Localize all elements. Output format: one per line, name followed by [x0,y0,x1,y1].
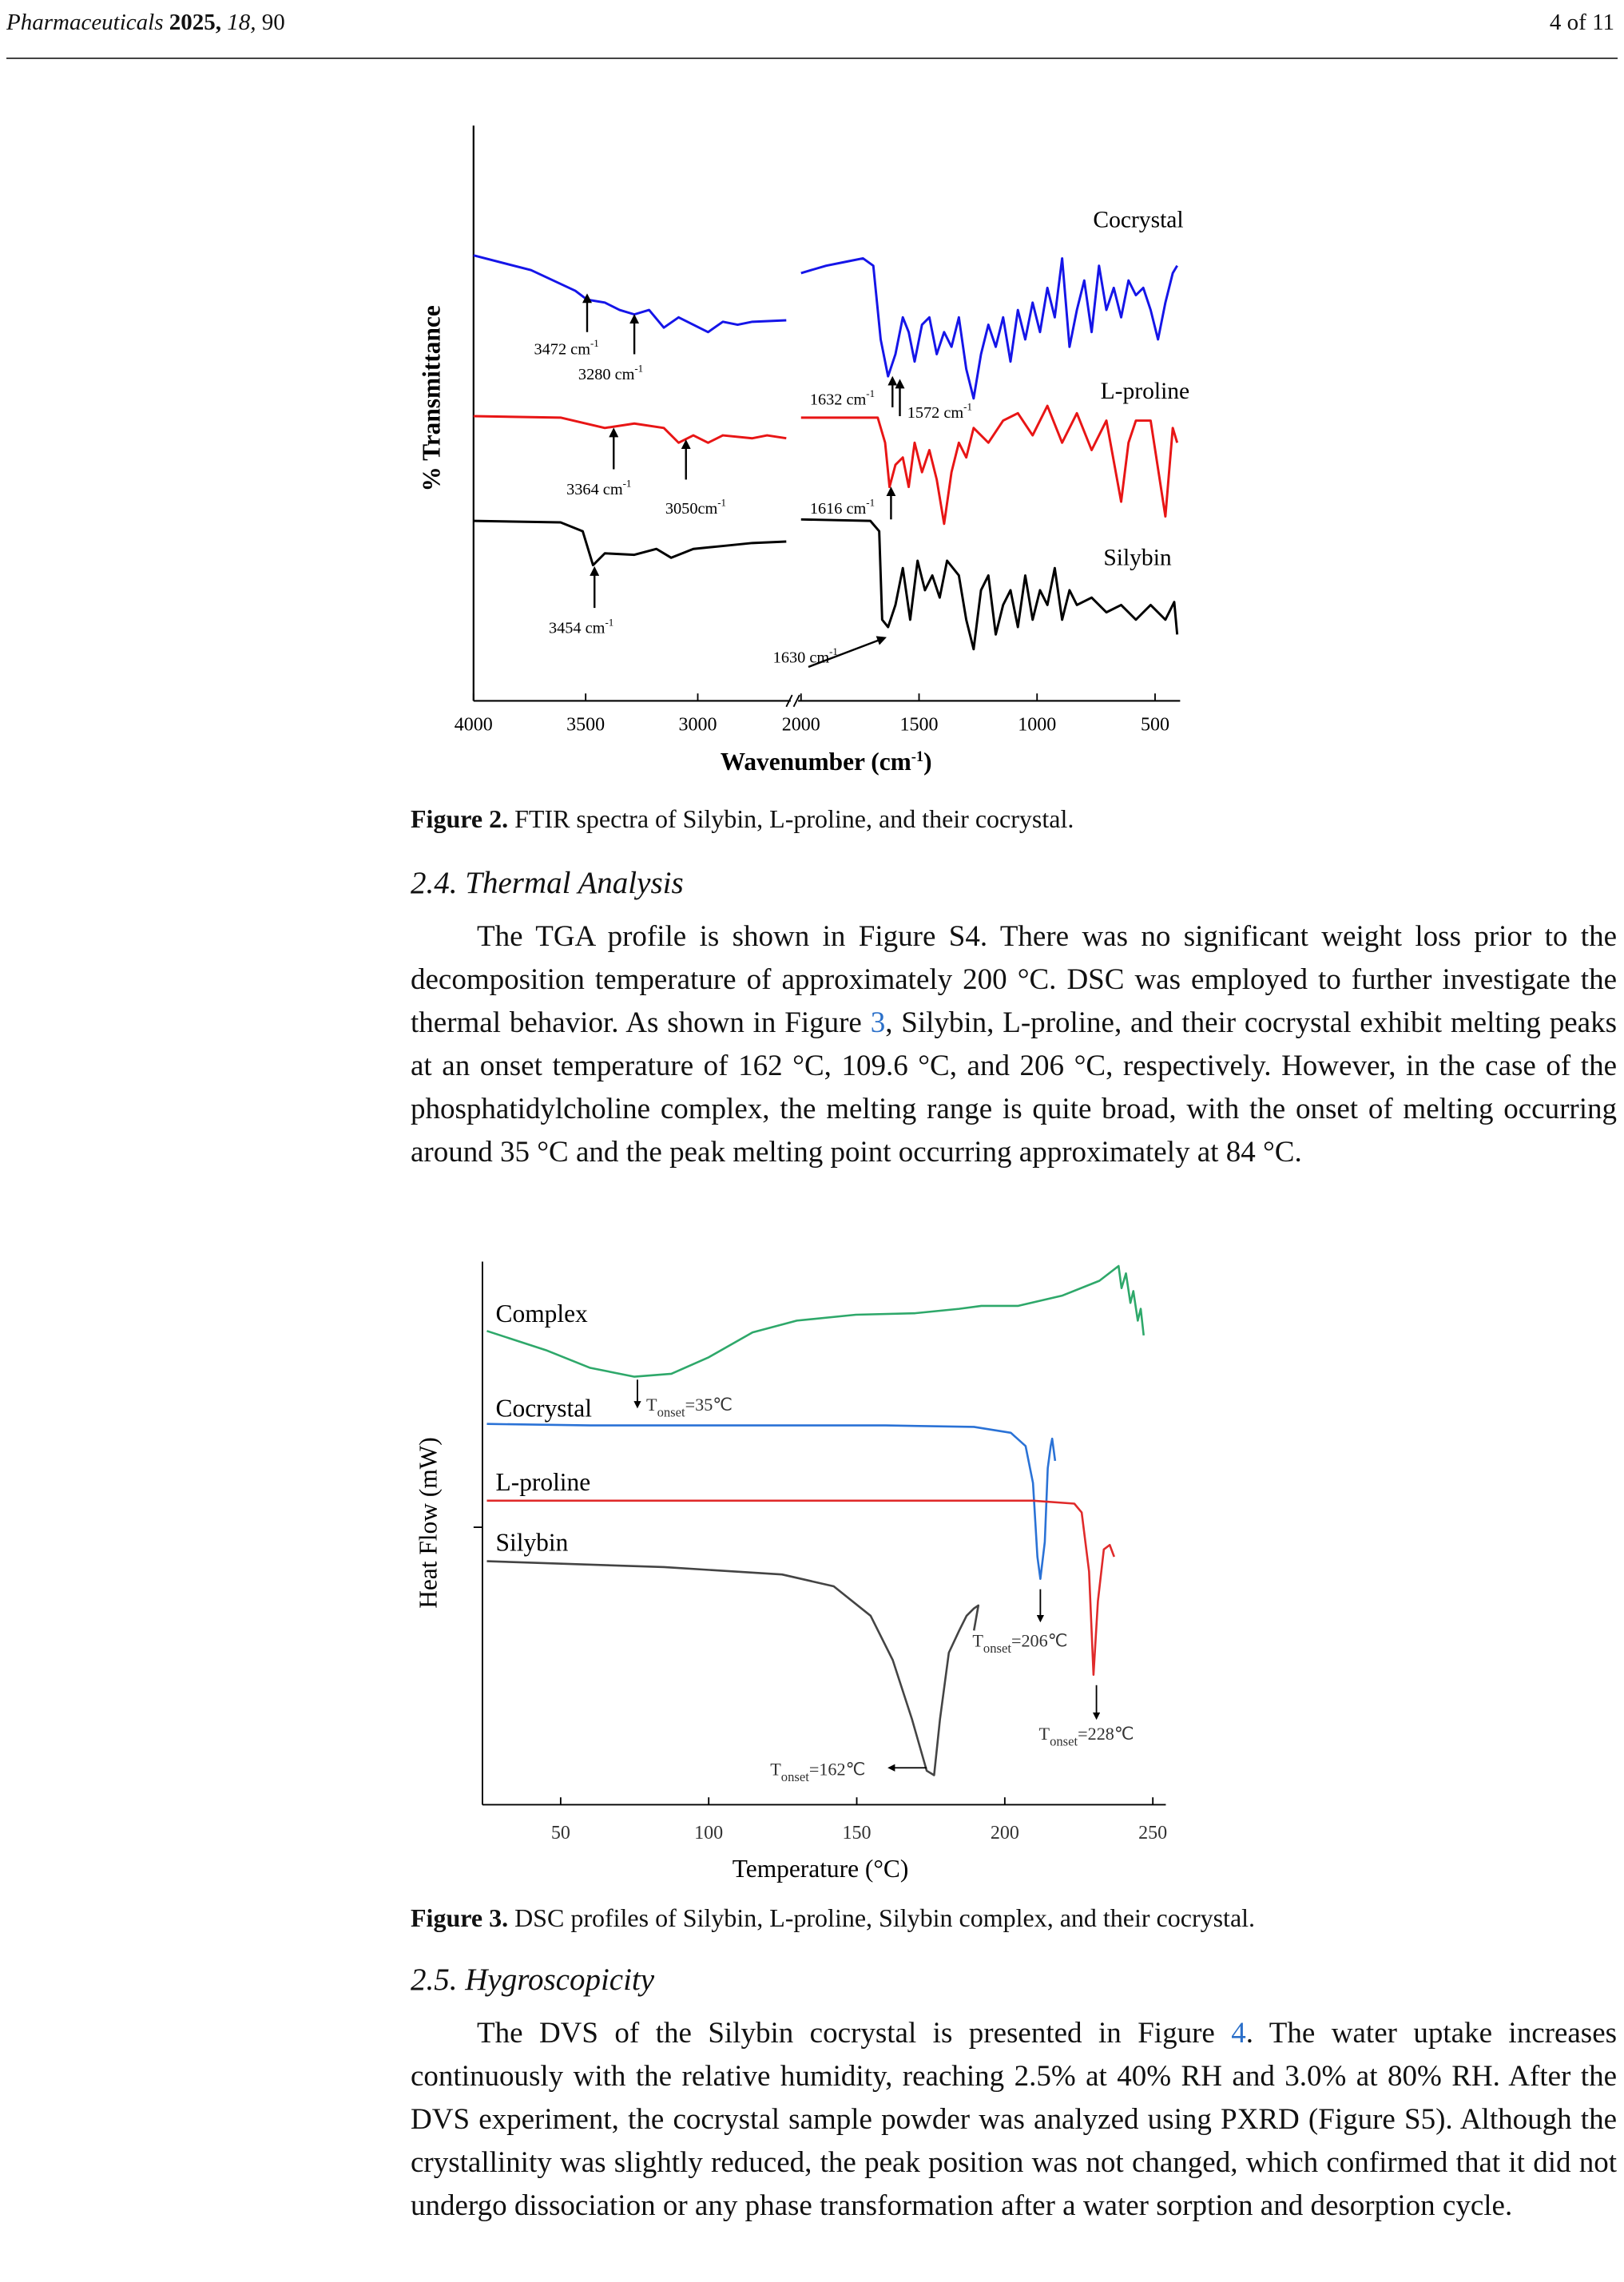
text: . The water uptake increases continuousl… [411,2017,1618,2222]
annotation: 1572 cm-1 [907,401,972,422]
annotation: 3454 cm-1 [549,616,613,637]
volume: 18, [227,10,256,35]
text: , Silybin, L-proline, and their cocrysta… [411,1006,1617,1169]
article: 90 [261,10,285,35]
arrow [808,636,887,669]
x-tick-label: 1000 [1018,714,1056,735]
text: The DVS of the Silybin cocrystal is pres… [477,2017,1215,2050]
x-tick-label: 2000 [782,714,820,735]
x-tick-label: 500 [1141,714,1169,735]
x-tick-label: 1500 [900,714,939,735]
year: 2025, [169,10,222,35]
annotation: Tonset=162℃ [770,1759,865,1784]
spectrum-silybin [800,518,1179,651]
series-label: L-proline [496,1468,591,1496]
dsc-l-proline [486,1499,1115,1677]
section-heading: 2.5. Hygroscopicity [411,1963,655,1997]
dsc-figure: Tonset=35℃ Tonset=206℃ Tonset=228℃ Tonse… [415,1261,1167,1883]
caption-text: FTIR spectra of Silybin, L-proline, and … [514,804,1074,833]
dsc-complex [486,1264,1146,1378]
text: The TGA profile is shown in Figure S4. T… [411,920,1617,1039]
dsc-cocrystal [486,1423,1057,1581]
x-axis-label: Temperature (°C) [733,1855,909,1883]
annotation: Tonset=206℃ [972,1631,1067,1656]
spectrum-cocrystal [800,256,1178,400]
spectrum-silybin [473,519,787,567]
x-tick-label: 50 [551,1823,570,1843]
caption-label: Figure 3. [411,1903,509,1932]
y-axis-label: Heat Flow (mW) [415,1437,443,1609]
spectrum-l-proline [473,415,787,444]
annotation: 3472 cm-1 [534,337,599,358]
series-label: Complex [496,1300,588,1328]
annotation: 1616 cm-1 [810,497,875,518]
x-tick-label: 250 [1138,1823,1167,1843]
annotation: Tonset=228℃ [1039,1724,1134,1748]
annotation: 3050cm-1 [665,497,726,518]
section-heading: 2.4. Thermal Analysis [411,866,684,900]
x-tick-label: 3500 [566,714,605,735]
header-rule [6,58,1618,59]
spectrum-cocrystal [473,254,787,334]
journal: Pharmaceuticals [6,10,164,35]
series-label: Cocrystal [1093,208,1183,233]
caption-label: Figure 2. [411,804,509,833]
series-label: Cocrystal [496,1394,593,1422]
x-tick-label: 150 [843,1823,872,1843]
caption-text: DSC profiles of Silybin, L-proline, Sily… [514,1903,1256,1932]
paragraph: The TGA profile is shown in Figure S4. T… [411,915,1617,1174]
series-label: L-proline [1101,379,1190,404]
x-tick-label: 200 [991,1823,1019,1843]
figure-caption: Figure 2. FTIR spectra of Silybin, L-prol… [411,804,1074,834]
series-label: Silybin [1103,546,1172,571]
axis-break [785,694,800,708]
spectrum-l-proline [800,404,1179,526]
page-number: 4 of 11 [1549,10,1614,35]
x-tick-label: 4000 [455,714,493,735]
x-axis-label: Wavenumber (cm-1) [721,748,932,776]
x-tick-label: 100 [694,1823,723,1843]
x-tick-label: 3000 [679,714,717,735]
figure-caption: Figure 3. DSC profiles of Silybin, L-prol… [411,1903,1255,1933]
annotation: Tonset=35℃ [646,1395,733,1419]
paragraph: The DVS of the Silybin cocrystal is pres… [411,2012,1617,2228]
y-axis-label: % Transmittance [417,305,445,491]
annotation: 1630 cm-1 [773,645,838,666]
annotation: 3280 cm-1 [578,363,643,383]
series-label: Silybin [496,1529,569,1557]
figure-ref[interactable]: 4 [1231,2017,1246,2050]
ftir-figure: 3472 cm-1 3280 cm-1 3364 cm-1 3050cm-1 3… [417,125,1190,776]
running-header: Pharmaceuticals 2025, 18, 90 [6,10,285,36]
annotation: 1632 cm-1 [810,387,875,408]
annotation: 3364 cm-1 [566,478,631,498]
dsc-silybin [486,1560,980,1776]
figure-ref[interactable]: 3 [870,1006,886,1039]
